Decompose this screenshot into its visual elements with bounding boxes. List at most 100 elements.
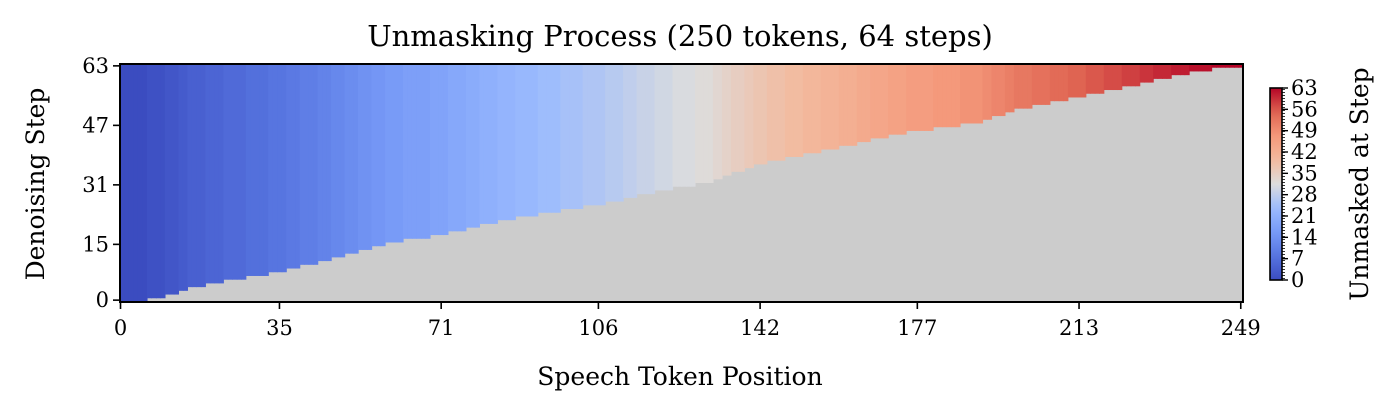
token-column	[663, 64, 669, 191]
token-column	[286, 64, 292, 269]
token-column	[843, 64, 849, 146]
token-column	[591, 64, 597, 206]
token-column	[362, 64, 368, 250]
token-column	[232, 64, 238, 280]
x-axis-label: Speech Token Position	[537, 362, 822, 391]
token-column	[1157, 64, 1163, 79]
token-column	[726, 64, 732, 176]
token-column	[937, 64, 943, 128]
token-column	[699, 64, 705, 183]
token-column	[874, 64, 880, 139]
token-column	[1036, 64, 1042, 105]
token-column	[200, 64, 206, 288]
token-column	[744, 64, 750, 169]
token-column	[632, 64, 638, 198]
colorbar-tick-label: 28	[1291, 183, 1318, 207]
token-column	[182, 64, 188, 291]
token-column	[789, 64, 795, 157]
token-column	[605, 64, 611, 202]
token-column	[609, 64, 615, 202]
token-column	[694, 64, 701, 183]
token-column	[654, 64, 660, 191]
token-column	[438, 64, 445, 236]
token-column	[196, 64, 202, 288]
token-column	[627, 64, 633, 198]
token-column	[1148, 64, 1154, 83]
token-column	[829, 64, 835, 150]
token-column	[888, 64, 894, 135]
token-column	[376, 64, 382, 247]
token-column	[1171, 64, 1177, 76]
x-tick-label: 0	[114, 316, 127, 340]
token-column	[861, 64, 867, 143]
token-column	[1094, 64, 1100, 94]
token-column	[906, 64, 912, 131]
colorbar-tick-label: 7	[1291, 247, 1304, 271]
token-column	[775, 64, 781, 161]
token-column	[322, 64, 328, 262]
token-column	[277, 64, 283, 273]
token-column	[784, 64, 790, 157]
token-column	[555, 64, 561, 213]
y-axis-ticks: 0 15 31 47 63	[82, 54, 120, 312]
token-column	[582, 64, 588, 206]
token-column	[1103, 64, 1109, 91]
token-column	[501, 64, 507, 221]
token-column	[1076, 64, 1082, 98]
token-column	[447, 64, 454, 232]
token-column	[407, 64, 413, 239]
token-column	[461, 64, 467, 232]
token-column	[272, 64, 278, 273]
token-column	[1027, 64, 1033, 109]
token-column	[546, 64, 552, 213]
token-column	[968, 64, 975, 124]
token-column	[995, 64, 1002, 117]
token-column	[924, 64, 930, 131]
token-column	[434, 64, 440, 236]
token-column	[281, 64, 287, 273]
token-column	[1063, 64, 1069, 102]
token-column	[1220, 64, 1226, 68]
token-column	[425, 64, 431, 239]
token-column	[757, 64, 763, 165]
token-column	[380, 64, 386, 247]
token-column	[394, 64, 400, 243]
token-column	[825, 64, 831, 150]
token-column	[214, 64, 220, 284]
token-column	[245, 64, 251, 276]
token-column	[1234, 64, 1240, 68]
token-column	[465, 64, 471, 228]
y-tick-label: 0	[96, 288, 109, 312]
token-column	[1144, 64, 1150, 83]
token-column	[883, 64, 889, 139]
colorbar-tick-label: 49	[1291, 119, 1318, 143]
token-column	[569, 64, 575, 210]
token-column	[1099, 64, 1105, 94]
token-column	[1211, 64, 1217, 68]
token-column	[1130, 64, 1136, 87]
token-column	[951, 64, 957, 128]
token-column	[685, 64, 692, 187]
token-column	[1009, 64, 1015, 113]
token-column	[1225, 64, 1231, 68]
token-column	[497, 64, 503, 221]
token-column	[919, 64, 925, 131]
x-tick-label: 249	[1221, 316, 1261, 340]
token-column	[721, 64, 728, 176]
token-column	[1045, 64, 1051, 105]
token-column	[847, 64, 853, 146]
token-column	[1162, 64, 1168, 79]
token-column	[209, 64, 215, 284]
token-column	[816, 64, 822, 154]
token-column	[1180, 64, 1186, 76]
y-axis-label: Denoising Step	[21, 88, 50, 281]
token-column	[1085, 64, 1091, 94]
token-column	[879, 64, 885, 139]
token-column	[223, 64, 229, 280]
token-column	[420, 64, 427, 239]
token-column	[241, 64, 247, 280]
token-column	[178, 64, 184, 291]
token-column	[506, 64, 512, 221]
token-column	[358, 64, 364, 250]
token-column	[973, 64, 979, 124]
